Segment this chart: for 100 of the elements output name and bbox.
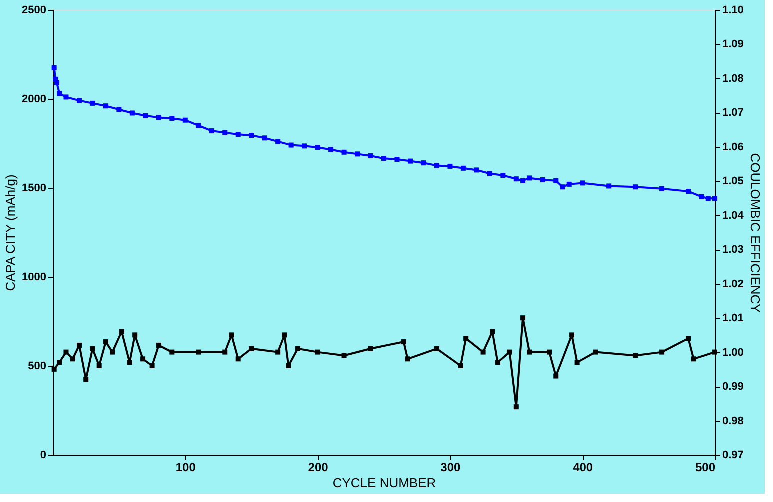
x-axis-title: CYCLE NUMBER bbox=[332, 476, 436, 490]
point bbox=[434, 163, 440, 168]
point bbox=[156, 342, 162, 348]
y2-tick-label: 1.05 bbox=[722, 176, 744, 188]
y2-axis-title: COULOMBIC EFFICIENCY bbox=[748, 153, 763, 314]
point bbox=[368, 153, 374, 158]
point bbox=[236, 356, 241, 362]
y2-tick-label: 1.09 bbox=[722, 38, 744, 51]
point bbox=[460, 166, 466, 171]
point bbox=[401, 340, 406, 345]
point bbox=[458, 364, 464, 368]
point bbox=[434, 346, 440, 352]
point bbox=[566, 182, 572, 187]
point bbox=[236, 132, 241, 138]
point bbox=[514, 404, 519, 410]
point bbox=[116, 107, 122, 112]
x-tick-label: 500 bbox=[695, 460, 716, 474]
point bbox=[633, 184, 638, 190]
x-tick-label: 300 bbox=[440, 460, 462, 474]
point bbox=[170, 116, 175, 122]
y2-tick-label: 1.07 bbox=[722, 107, 744, 120]
point bbox=[288, 142, 294, 148]
point bbox=[119, 329, 124, 334]
y-tick-label: 500 bbox=[28, 360, 46, 372]
point bbox=[527, 350, 532, 355]
point bbox=[64, 94, 69, 100]
y-tick-label: 2000 bbox=[22, 94, 46, 106]
point bbox=[527, 176, 532, 181]
point bbox=[84, 377, 89, 382]
point bbox=[507, 350, 512, 355]
point bbox=[408, 158, 413, 164]
point bbox=[182, 118, 188, 123]
point bbox=[110, 350, 116, 355]
point bbox=[150, 364, 155, 368]
point bbox=[448, 164, 453, 169]
point bbox=[170, 350, 175, 355]
y2-tick-label: 1.08 bbox=[722, 72, 744, 85]
point bbox=[295, 346, 300, 352]
point bbox=[196, 123, 202, 128]
point bbox=[660, 186, 665, 192]
point bbox=[520, 316, 526, 321]
point bbox=[57, 91, 62, 96]
point bbox=[315, 145, 320, 150]
point bbox=[706, 196, 711, 202]
point bbox=[52, 366, 57, 372]
point bbox=[405, 356, 410, 362]
point bbox=[514, 176, 519, 182]
x-tick-label: 400 bbox=[573, 460, 594, 474]
point bbox=[712, 196, 718, 202]
point bbox=[90, 100, 96, 106]
point bbox=[54, 80, 60, 86]
point bbox=[547, 350, 552, 355]
y2-tick-label: 0.99 bbox=[722, 381, 744, 394]
point bbox=[196, 350, 202, 355]
point bbox=[262, 136, 268, 141]
point bbox=[70, 356, 76, 362]
point bbox=[500, 173, 506, 178]
point bbox=[560, 184, 566, 190]
y-tick-label: 0 bbox=[40, 450, 46, 462]
point bbox=[90, 346, 96, 352]
point bbox=[130, 110, 135, 116]
point bbox=[209, 128, 214, 134]
point bbox=[222, 350, 228, 355]
point bbox=[282, 332, 288, 338]
point bbox=[222, 130, 228, 136]
point bbox=[699, 194, 704, 200]
point bbox=[554, 178, 559, 184]
point bbox=[76, 98, 82, 104]
point bbox=[382, 156, 386, 162]
point bbox=[342, 353, 347, 358]
point bbox=[132, 332, 138, 338]
point bbox=[286, 364, 292, 368]
y2-tick-label: 1.01 bbox=[722, 312, 744, 325]
x-tick-label: 100 bbox=[176, 460, 196, 474]
point bbox=[520, 178, 526, 184]
point bbox=[368, 346, 374, 352]
point bbox=[328, 147, 334, 152]
point bbox=[593, 350, 598, 355]
x-tick-label: 200 bbox=[308, 460, 329, 474]
point bbox=[606, 184, 612, 189]
y-tick-label: 2500 bbox=[22, 4, 46, 16]
point bbox=[540, 177, 546, 182]
point bbox=[421, 160, 426, 166]
point bbox=[249, 346, 254, 352]
point bbox=[276, 139, 281, 144]
point bbox=[554, 374, 559, 379]
point bbox=[140, 356, 146, 362]
point bbox=[52, 65, 57, 70]
point bbox=[686, 336, 692, 342]
point bbox=[156, 115, 162, 120]
point bbox=[574, 360, 580, 366]
point bbox=[691, 356, 696, 362]
point bbox=[487, 171, 492, 176]
point bbox=[57, 360, 62, 366]
point bbox=[660, 350, 665, 355]
point bbox=[394, 157, 400, 162]
point bbox=[229, 332, 234, 338]
point bbox=[570, 332, 575, 338]
point bbox=[490, 329, 496, 334]
y2-tick-label: 0.97 bbox=[722, 450, 744, 462]
